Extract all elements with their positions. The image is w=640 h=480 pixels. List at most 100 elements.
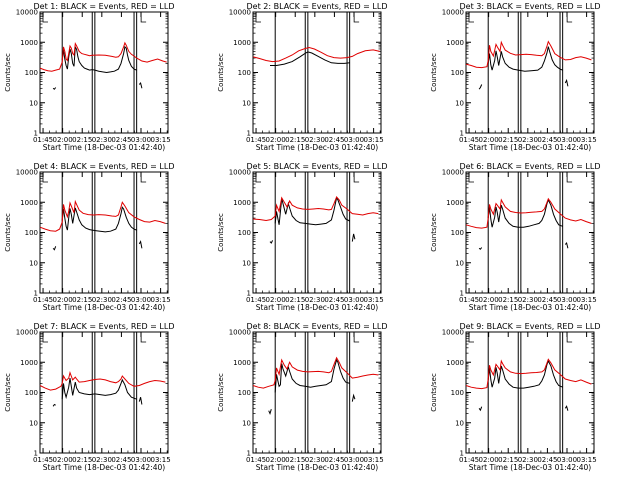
events-series-line: [478, 406, 483, 412]
lld-series-line: [465, 358, 592, 390]
x-tick-label: 01:45: [246, 296, 266, 304]
x-tick-label: 02:15: [285, 136, 305, 144]
corner-mark: [353, 13, 360, 23]
y-tick-label: 100: [451, 389, 464, 397]
x-tick-label: 01:45: [459, 136, 479, 144]
x-tick-label: 01:45: [459, 456, 479, 464]
events-series-line: [138, 240, 143, 249]
panel-title: Det 2: BLACK = Events, RED = LLD: [247, 2, 388, 11]
x-tick-label: 03:00: [557, 136, 577, 144]
lld-series-line: [252, 195, 379, 222]
corner-mark: [255, 333, 261, 343]
x-tick-label: 02:45: [324, 456, 344, 464]
lld-series-line: [465, 197, 592, 229]
plot-frame: [39, 331, 169, 454]
x-tick-label: 03:15: [577, 136, 597, 144]
corner-mark: [255, 173, 261, 183]
y-tick-label: 10: [455, 419, 464, 427]
x-tick-label: 02:30: [518, 136, 538, 144]
x-tick-label: 02:30: [92, 456, 112, 464]
x-tick-label: 03:00: [557, 456, 577, 464]
y-tick-label: 1: [247, 450, 251, 458]
x-tick-label: 02:30: [92, 296, 112, 304]
events-series-line: [564, 78, 569, 87]
y-tick-label: 10: [242, 259, 251, 267]
y-tick-label: 10: [242, 419, 251, 427]
x-tick-label: 02:30: [305, 296, 325, 304]
y-tick-label: 100: [238, 69, 251, 77]
events-series-line: [270, 51, 350, 66]
lld-series-line: [252, 46, 380, 63]
x-tick-label: 03:00: [344, 456, 364, 464]
y-tick-label: 1000: [446, 199, 464, 207]
panel-det-4: Det 4: BLACK = Events, RED = LLD 1 10 100 10…: [4, 162, 174, 312]
plot-frame: [39, 171, 169, 294]
corner-mark: [353, 333, 360, 343]
x-tick-label: 03:15: [364, 296, 384, 304]
events-series-line: [52, 246, 57, 251]
x-tick-label: 03:00: [131, 456, 151, 464]
events-series-line: [478, 247, 483, 250]
panel-title: Det 3: BLACK = Events, RED = LLD: [460, 2, 601, 11]
x-tick-label: 03:00: [131, 136, 151, 144]
x-tick-label: 02:45: [111, 456, 131, 464]
x-tick-label: 02:15: [72, 456, 92, 464]
events-series-line: [52, 403, 56, 407]
x-tick-label: 02:30: [305, 136, 325, 144]
panel-title: Det 8: BLACK = Events, RED = LLD: [247, 322, 388, 331]
y-tick-label: 10: [455, 99, 464, 107]
x-tick-label: 02:00: [479, 296, 499, 304]
corner-mark: [468, 333, 474, 343]
x-tick-label: 02:00: [266, 136, 286, 144]
x-tick-label: 02:45: [537, 296, 557, 304]
x-tick-label: 02:00: [266, 296, 286, 304]
y-axis-label: Counts/sec: [217, 53, 225, 92]
y-tick-label: 1: [34, 130, 38, 138]
events-series-line: [478, 84, 483, 90]
panel-det-3: Det 3: BLACK = Events, RED = LLD 1 10 100 10…: [430, 2, 600, 152]
events-series-line: [268, 409, 272, 416]
events-series-line: [487, 46, 563, 72]
corner-mark: [140, 173, 147, 183]
events-series-line: [487, 198, 563, 228]
y-tick-label: 1000: [20, 199, 38, 207]
x-tick-label: 02:15: [498, 136, 518, 144]
panel-det-8: Det 8: BLACK = Events, RED = LLD 1 10 100 10…: [217, 322, 387, 472]
y-tick-label: 10000: [16, 9, 38, 17]
events-series-line: [138, 81, 143, 89]
corner-mark: [255, 13, 261, 23]
x-axis-label: Start Time (18-Dec-03 01:42:40): [43, 463, 165, 472]
panel-title: Det 9: BLACK = Events, RED = LLD: [460, 322, 601, 331]
panel-title: Det 7: BLACK = Events, RED = LLD: [34, 322, 175, 331]
y-tick-label: 100: [238, 389, 251, 397]
y-tick-label: 1: [34, 290, 38, 298]
corner-mark: [353, 173, 360, 183]
x-axis-label: Start Time (18-Dec-03 01:42:40): [256, 143, 378, 152]
y-axis-label: Counts/sec: [430, 53, 438, 92]
y-tick-label: 1: [247, 290, 251, 298]
panel-det-6: Det 6: BLACK = Events, RED = LLD 1 10 100 10…: [430, 162, 600, 312]
corner-mark: [42, 173, 48, 183]
corner-mark: [566, 173, 573, 183]
panel-det-1: Det 1: BLACK = Events, RED = LLD 1 10 100 10…: [4, 2, 174, 152]
x-tick-label: 01:45: [33, 296, 53, 304]
y-tick-label: 1: [460, 450, 464, 458]
x-tick-label: 01:45: [246, 136, 266, 144]
y-axis-label: Counts/sec: [4, 53, 12, 92]
y-tick-label: 10000: [229, 9, 251, 17]
y-axis-label: Counts/sec: [4, 213, 12, 252]
y-tick-label: 100: [25, 69, 38, 77]
plot-frame: [465, 171, 595, 294]
y-tick-label: 1: [460, 130, 464, 138]
y-tick-label: 1: [460, 290, 464, 298]
y-tick-label: 100: [25, 229, 38, 237]
x-tick-label: 01:45: [459, 296, 479, 304]
y-tick-label: 10000: [16, 329, 38, 337]
x-axis-label: Start Time (18-Dec-03 01:42:40): [43, 303, 165, 312]
x-tick-label: 03:15: [577, 296, 597, 304]
y-tick-label: 100: [451, 69, 464, 77]
y-tick-label: 1000: [20, 359, 38, 367]
y-tick-label: 100: [238, 229, 251, 237]
y-tick-label: 10000: [229, 169, 251, 177]
y-tick-label: 10000: [229, 329, 251, 337]
